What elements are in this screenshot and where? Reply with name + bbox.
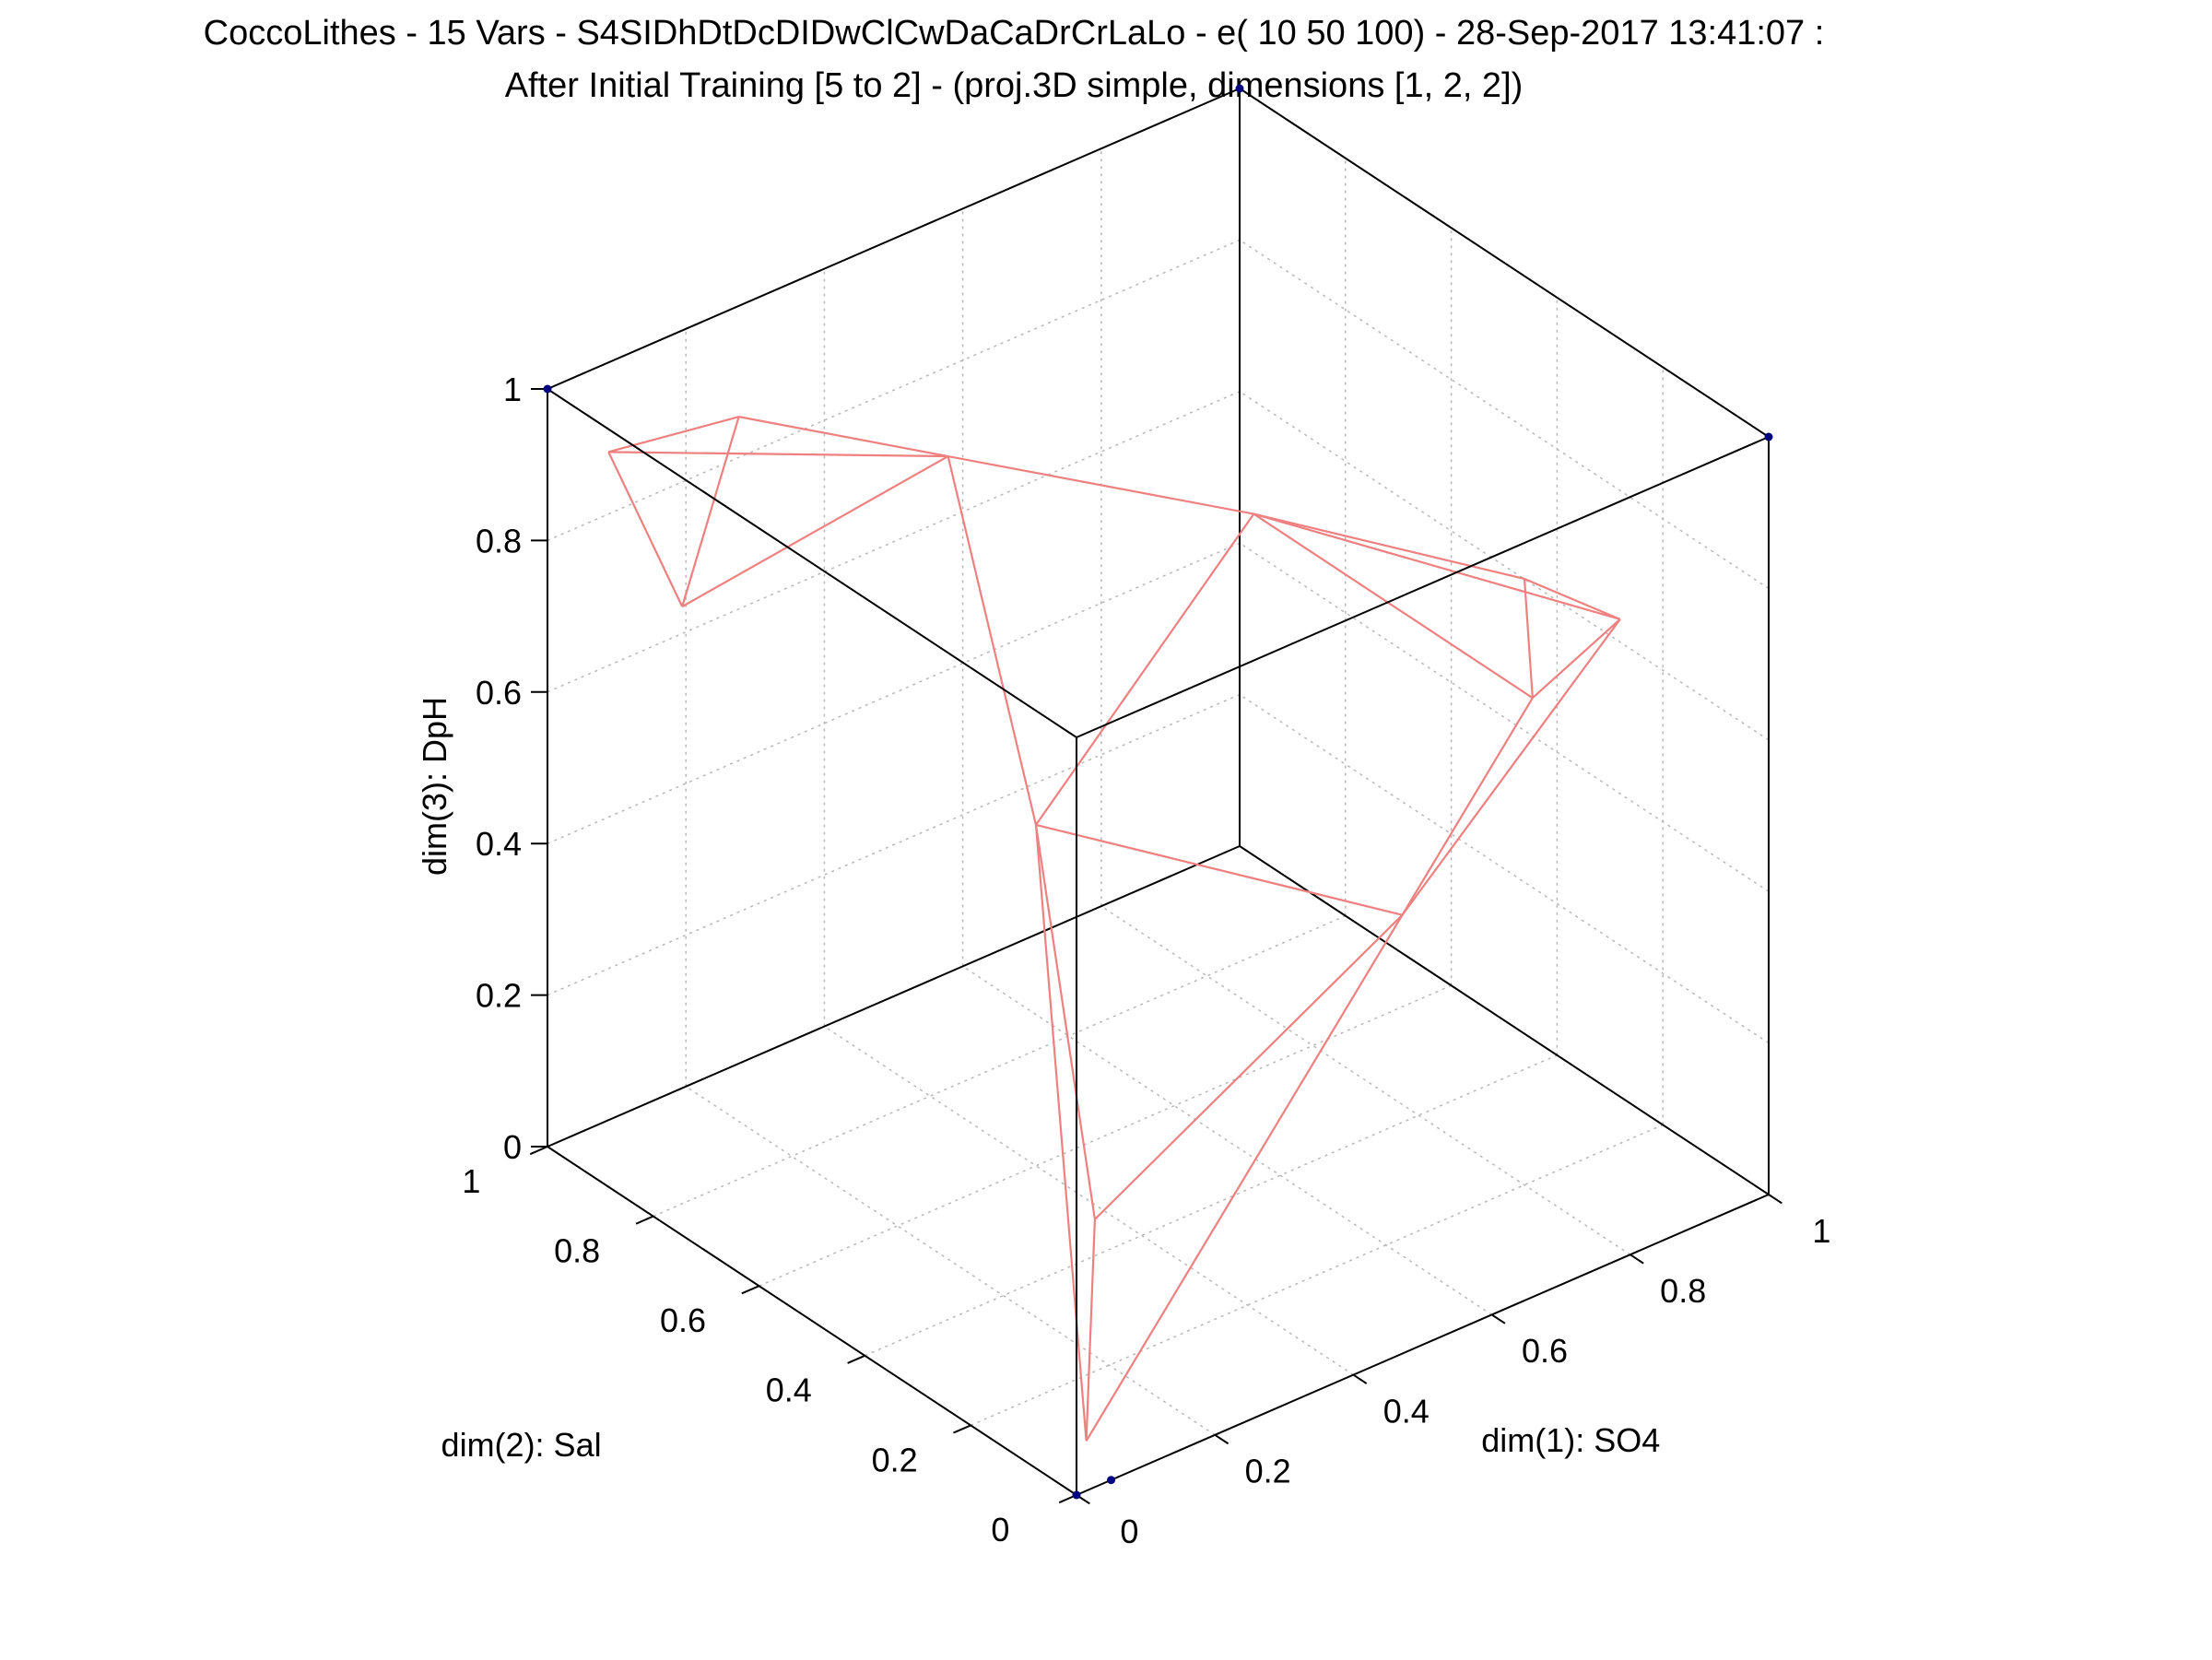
- axes-box-edge: [1239, 845, 1770, 1195]
- axes-box-edge: [547, 1146, 1077, 1496]
- mesh-edge: [1532, 618, 1621, 700]
- y-tick-label: 0.6: [660, 1301, 706, 1339]
- z-tick-label: 0.2: [476, 977, 522, 1015]
- mesh-edge: [1401, 697, 1534, 916]
- mesh-edge: [608, 451, 948, 458]
- x-tick-label: 1: [1812, 1212, 1830, 1250]
- y-tick-mark: [847, 1354, 865, 1364]
- z-tick-label: 1: [503, 371, 522, 408]
- y-tick-mark: [953, 1424, 971, 1434]
- x-tick-label: 0.2: [1245, 1453, 1291, 1490]
- mesh-edge: [1524, 577, 1621, 620]
- x-tick-label: 0: [1120, 1513, 1138, 1550]
- mesh-edge: [1034, 824, 1096, 1220]
- x-tick-mark: [1491, 1313, 1506, 1324]
- grid-line: [547, 239, 1241, 542]
- mesh-edge: [1401, 618, 1621, 916]
- y-tick-mark: [635, 1215, 654, 1225]
- x-tick-mark: [1630, 1254, 1644, 1265]
- z-tick-label: 0.8: [476, 522, 522, 559]
- grid-line: [1239, 239, 1770, 590]
- node-layer: [543, 84, 1773, 1500]
- x-tick-mark: [1768, 1194, 1783, 1205]
- mesh-edge: [1253, 512, 1534, 700]
- axes-box-edge: [547, 388, 1077, 738]
- x-tick-mark: [1352, 1373, 1368, 1384]
- grid-line: [1239, 391, 1770, 741]
- grid-line: [962, 965, 1493, 1316]
- x-tick-mark: [1214, 1433, 1230, 1445]
- z-tick-label: 0.4: [476, 825, 522, 863]
- som-mesh: [607, 416, 1621, 1442]
- grid-line: [1239, 542, 1770, 892]
- x-tick-label: 0.8: [1660, 1272, 1706, 1310]
- y-tick-label: 0.4: [766, 1372, 812, 1409]
- y-tick-mark: [741, 1285, 759, 1295]
- z-tick-label: 0: [503, 1128, 522, 1166]
- axes-box-back: [547, 88, 1770, 1496]
- axes-box-edge: [1239, 88, 1770, 438]
- grid-line: [759, 984, 1452, 1287]
- grid-line: [653, 914, 1347, 1218]
- x-tick-label: 0.4: [1383, 1392, 1430, 1430]
- mesh-edge: [1085, 914, 1404, 1442]
- grid-line: [1100, 905, 1631, 1255]
- y-tick-label: 1: [462, 1162, 480, 1200]
- y-tick-label: 0.2: [872, 1441, 918, 1478]
- y-tick-mark: [529, 1146, 548, 1156]
- chart-title: CoccoLithes - 15 Vars - S4SIDhDtDcDIDwCl…: [203, 14, 1825, 53]
- grid-layer: [547, 88, 1770, 1496]
- x-axis-label: dim(1): SO4: [1481, 1421, 1660, 1459]
- mesh-edge: [681, 416, 740, 607]
- axes-box-edge: [547, 88, 1241, 390]
- mesh-edge: [947, 455, 1038, 826]
- grid-line: [685, 1086, 1216, 1436]
- mesh-edge: [607, 451, 684, 607]
- grid-line: [865, 1054, 1558, 1357]
- y-axis-label: dim(2): Sal: [441, 1426, 602, 1464]
- grid-line: [547, 391, 1241, 693]
- axes-box-edge: [1076, 436, 1770, 738]
- mesh-edge: [1035, 512, 1255, 826]
- mesh-edge: [681, 455, 949, 608]
- grid-line: [547, 693, 1241, 996]
- x-tick-label: 0.6: [1522, 1332, 1568, 1370]
- mesh-edge: [607, 416, 739, 453]
- mesh-edge: [1085, 1219, 1096, 1442]
- mesh-edge: [1034, 824, 1088, 1442]
- axes-box-edge: [1076, 1194, 1770, 1496]
- som-node: [1107, 1476, 1116, 1485]
- chart-title-block: CoccoLithes - 15 Vars - S4SIDhDtDcDIDwCl…: [0, 7, 2028, 112]
- grid-line: [970, 1124, 1664, 1427]
- grid-line: [547, 542, 1241, 844]
- z-tick-label: 0.6: [476, 674, 522, 712]
- grid-line: [823, 1025, 1354, 1376]
- mesh-edge: [738, 416, 948, 458]
- som-node: [1764, 432, 1773, 441]
- grid-line: [1239, 693, 1770, 1044]
- mesh-edge: [1035, 823, 1403, 916]
- axes-box-front: [547, 388, 1770, 1495]
- y-tick-label: 0: [991, 1511, 1009, 1548]
- chart-subtitle: After Initial Training [5 to 2] - (proj.…: [504, 66, 1524, 105]
- mesh-edge: [1094, 913, 1404, 1220]
- tick-layer: 00.20.40.60.8100.20.40.60.8100.20.40.60.…: [462, 371, 1830, 1550]
- axes-box-edge: [547, 845, 1241, 1148]
- mesh-edge: [1253, 512, 1525, 581]
- mesh-edge: [1253, 512, 1621, 620]
- mesh-edge: [947, 454, 1254, 515]
- y-tick-label: 0.8: [554, 1231, 600, 1269]
- som-node: [1235, 84, 1244, 93]
- z-axis-label: dim(3): DpH: [416, 697, 453, 876]
- som-node: [543, 384, 552, 394]
- som-node: [1072, 1490, 1081, 1500]
- mesh-edge: [1523, 578, 1534, 699]
